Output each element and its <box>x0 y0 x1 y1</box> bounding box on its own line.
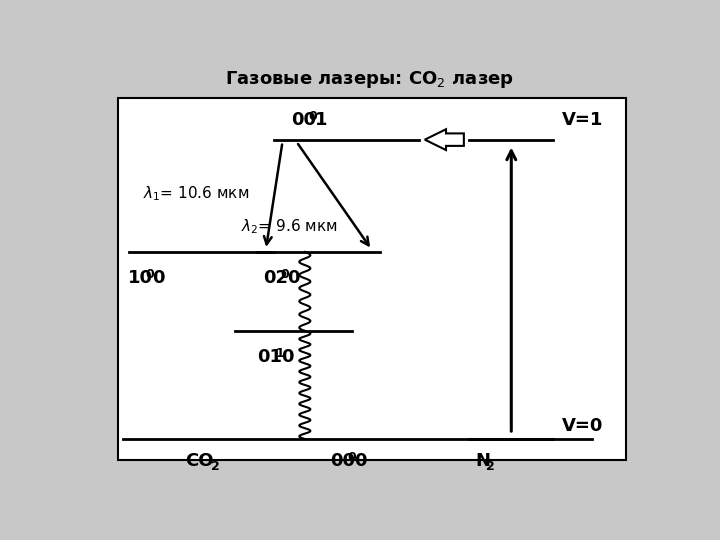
Text: CO: CO <box>185 452 213 470</box>
Text: 0: 0 <box>287 269 300 287</box>
Text: $\lambda_1$= 10.6 мкм: $\lambda_1$= 10.6 мкм <box>143 184 249 203</box>
Text: Газовые лазеры: СО$_2$ лазер: Газовые лазеры: СО$_2$ лазер <box>225 69 513 90</box>
Text: V=0: V=0 <box>562 417 603 435</box>
FancyBboxPatch shape <box>118 98 626 460</box>
Text: 1: 1 <box>315 111 328 129</box>
Text: 0: 0 <box>152 269 165 287</box>
Text: 01: 01 <box>258 348 282 366</box>
Text: 2: 2 <box>486 460 495 473</box>
Text: V=1: V=1 <box>562 111 603 129</box>
Text: $\lambda_2$= 9.6 мкм: $\lambda_2$= 9.6 мкм <box>240 218 337 237</box>
Text: 0: 0 <box>145 268 155 281</box>
Text: 2: 2 <box>211 460 220 473</box>
Text: 10: 10 <box>128 269 153 287</box>
Text: 00: 00 <box>291 111 316 129</box>
Text: N: N <box>475 452 490 470</box>
Text: 1: 1 <box>275 347 284 360</box>
Text: 0: 0 <box>309 110 318 123</box>
Text: 02: 02 <box>263 269 288 287</box>
Text: 0: 0 <box>354 452 366 470</box>
FancyArrow shape <box>425 129 464 150</box>
Text: 0: 0 <box>348 451 356 464</box>
Text: 0: 0 <box>281 268 289 281</box>
Text: 0: 0 <box>282 348 294 366</box>
Text: 00: 00 <box>330 452 355 470</box>
